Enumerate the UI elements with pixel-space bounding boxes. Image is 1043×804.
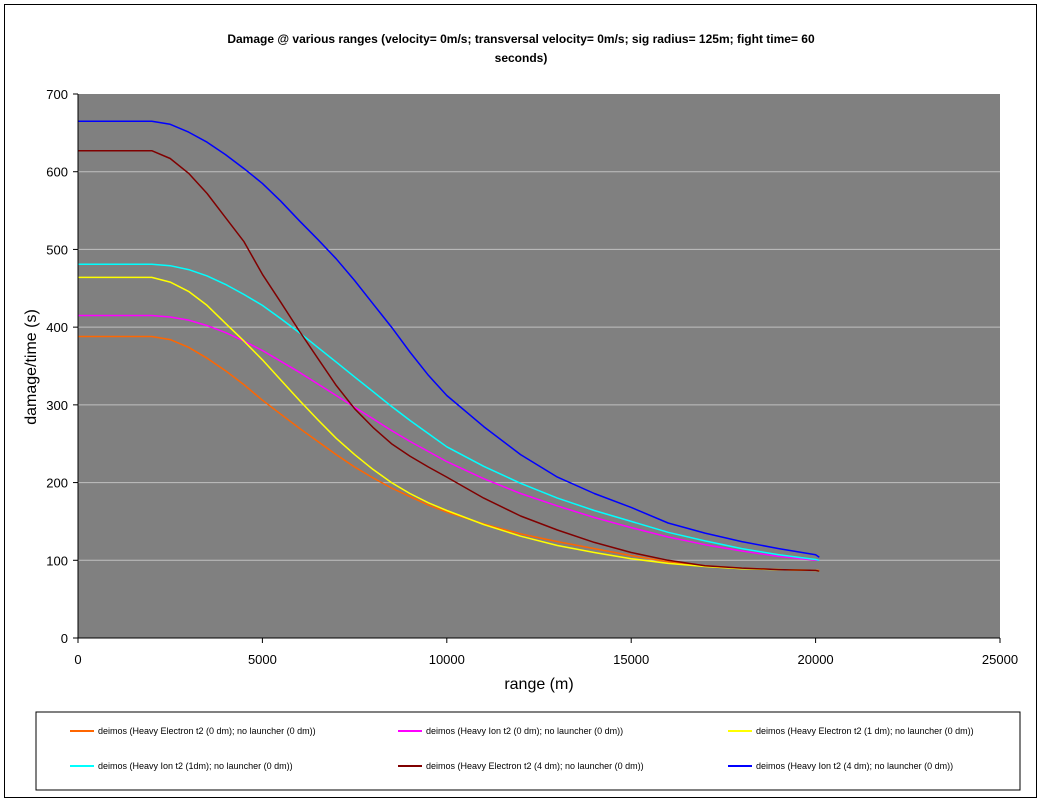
legend-label: deimos (Heavy Ion t2 (1dm); no launcher …: [98, 761, 293, 771]
legend: deimos (Heavy Electron t2 (0 dm); no lau…: [70, 726, 974, 771]
y-tick-label: 300: [46, 398, 68, 413]
chart-title-line-1: Damage @ various ranges (velocity= 0m/s;…: [227, 32, 815, 46]
y-tick-label: 0: [61, 631, 68, 646]
y-tick-label: 500: [46, 242, 68, 257]
series-line-6: [78, 120, 820, 558]
y-tick-label: 700: [46, 87, 68, 102]
y-tick-label: 200: [46, 476, 68, 491]
x-tick-label: 10000: [429, 652, 465, 667]
legend-label: deimos (Heavy Ion t2 (4 dm); no launcher…: [756, 761, 953, 771]
x-tick-label: 5000: [248, 652, 277, 667]
y-tick-label: 600: [46, 165, 68, 180]
y-axis-label: damage/time (s): [23, 309, 40, 425]
axes: [73, 93, 1001, 643]
legend-label: deimos (Heavy Ion t2 (0 dm); no launcher…: [426, 726, 623, 736]
y-tick-label: 400: [46, 320, 68, 335]
series-layer: [78, 120, 820, 572]
legend-label: deimos (Heavy Electron t2 (0 dm); no lau…: [98, 726, 316, 736]
x-tick-label: 0: [74, 652, 81, 667]
series-line-3: [78, 276, 820, 572]
series-line-5: [78, 149, 820, 572]
series-line-1: [78, 335, 820, 572]
legend-label: deimos (Heavy Electron t2 (1 dm); no lau…: [756, 726, 974, 736]
x-tick-label: 25000: [982, 652, 1018, 667]
legend-box: [35, 711, 1021, 791]
legend-label: deimos (Heavy Electron t2 (4 dm); no lau…: [426, 761, 644, 771]
y-tick-labels: 0 100 200 300 400 500 600 700: [46, 87, 68, 646]
x-axis-label: range (m): [504, 676, 573, 693]
series-line-4: [78, 263, 820, 562]
gridlines: [78, 171, 1000, 561]
x-tick-label: 15000: [613, 652, 649, 667]
chart-title-line-2: seconds): [495, 51, 548, 65]
x-tick-labels: 0 5000 10000 15000 20000 25000: [74, 652, 1018, 667]
plot-area: [78, 94, 1000, 638]
y-tick-label: 100: [46, 553, 68, 568]
x-tick-label: 20000: [798, 652, 834, 667]
series-line-2: [78, 314, 820, 562]
